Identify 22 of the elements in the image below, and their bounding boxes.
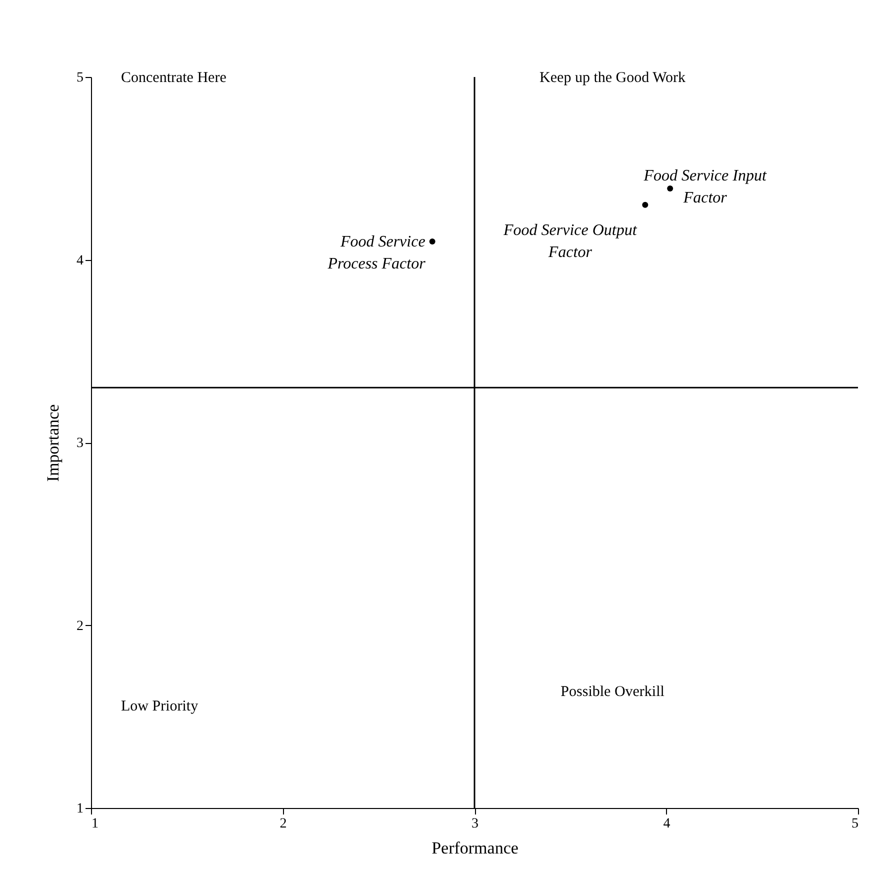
x-tick-label: 2 [280,816,287,832]
point [429,238,436,244]
annotation: Food Service Process Factor [326,233,426,272]
annotation: Possible Overkill [560,684,664,700]
y-tick-label: 2 [76,618,84,634]
y-axis-title: Importance [44,404,62,482]
x-tick-label: 5 [852,816,858,832]
x-tick-label: 1 [92,816,98,832]
point [667,185,674,192]
y-tick-label: 5 [76,70,84,86]
annotation: Keep up the Good Work [540,70,686,86]
y-tick-label: 4 [76,253,84,268]
annotation: Food Service Output Factor [502,222,638,261]
y-tick-label: 3 [76,436,84,451]
annotation: Low Priority [121,698,199,715]
annotation: Food Service Input Factor [642,167,767,206]
x-tick-label: 3 [472,816,478,832]
y-tick-label: 1 [76,802,84,816]
x-tick-label: 4 [663,816,670,832]
point [642,202,648,208]
x-axis-title: Performance [432,838,518,858]
annotation: Concentrate Here [121,70,227,86]
